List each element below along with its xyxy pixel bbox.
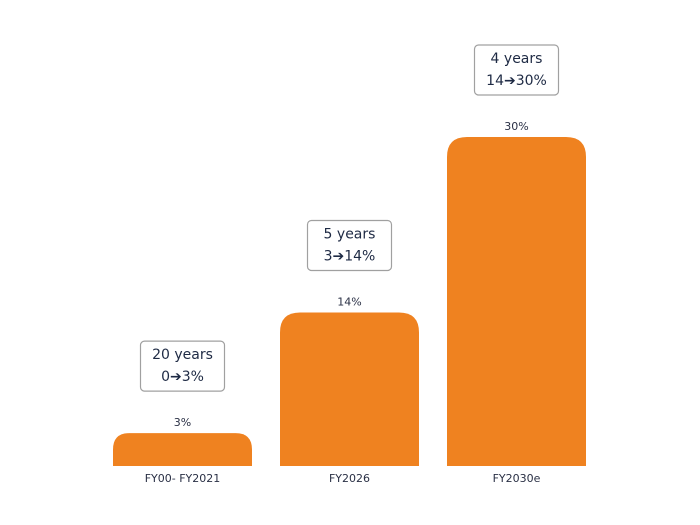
x-tick-label: FY2026 <box>329 472 370 485</box>
annotation-text: 3➔14% <box>324 248 376 264</box>
annotation-text: 0➔3% <box>161 369 204 385</box>
value-label: 3% <box>174 416 191 429</box>
bar <box>280 312 419 466</box>
bar <box>113 433 252 466</box>
annotation-text: 4 years <box>491 51 543 67</box>
annotation-text: 5 years <box>324 226 376 242</box>
x-tick-label: FY00- FY2021 <box>145 472 221 485</box>
value-label: 14% <box>337 295 361 308</box>
annotation-box <box>473 44 560 96</box>
annotation-box <box>139 340 226 392</box>
annotation-text: 14➔30% <box>486 73 547 89</box>
annotation-box <box>306 219 393 272</box>
annotation-text: 20 years <box>152 347 213 363</box>
x-tick-label: FY2030e <box>493 472 541 485</box>
bar <box>447 137 586 466</box>
value-label: 30% <box>504 120 528 133</box>
